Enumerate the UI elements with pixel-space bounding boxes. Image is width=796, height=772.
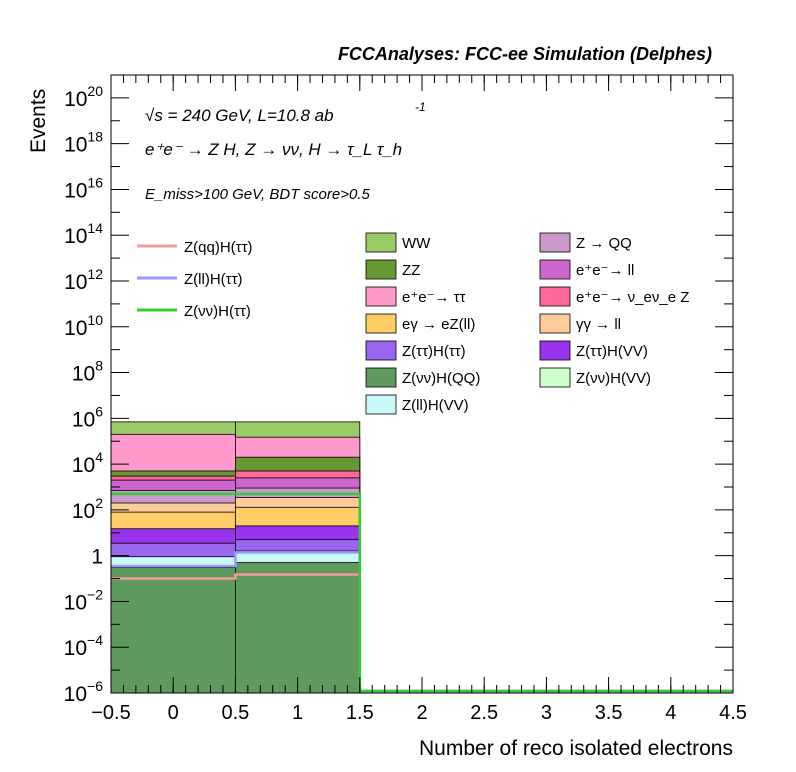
legend-label-e-e-e-e-z: e⁺e⁻→ ν_eν_e Z [576,289,689,306]
legend-label-e-e-ll: e⁺e⁻→ ll [576,262,634,279]
legend-swatch-z-h-vv [539,340,571,361]
bar-z-h-qq-bin-1 [234,562,361,694]
legend-label-ll: γγ → ll [576,316,621,333]
legend-swatch-e-e-e-e-z [539,286,571,307]
plot-area: −0.5 0 0.5 1 1.5 2 2.5 3 3.5 4 4.5 10−610−410−2110… [64,74,747,724]
bar-z-h-qq-bin-0 [110,567,236,694]
x-axis-label: Number of reco isolated electrons [419,737,733,760]
legend-signals: Z(qq)H(ττ) Z(ll)H(ττ) Z(νν)H(ττ) [137,239,253,320]
annotation-cuts: E_miss>100 GeV, BDT score>0.5 [145,186,370,203]
legend-label-e-ez-ll: eγ → eZ(ll) [402,316,475,333]
y-tick-label: 106 [72,403,103,431]
legend-label-e-e: e⁺e⁻→ ττ [402,289,466,306]
legend-label-z-ll-h-vv: Z(ll)H(VV) [402,397,469,414]
annotation-process: e⁺e⁻ → Z H, Z → νν, H → τ_L τ_h [145,140,402,159]
x-axis-ticks: −0.5 0 0.5 1 1.5 2 2.5 3 3.5 4 4.5 [91,75,747,724]
x-tick-label: 1.5 [346,702,374,724]
legend-swatch-zz [365,259,397,280]
y-tick-label: 1020 [64,83,103,111]
legend-label-ww: WW [402,235,431,252]
y-tick-label: 10−4 [64,632,104,660]
legend-swatch-z-h [365,340,397,361]
legend-swatch-z-h-qq [365,367,397,388]
stacked-bars [110,421,361,694]
x-tick-label: 2.5 [470,702,498,724]
y-tick-label: 1 [91,546,103,569]
y-tick-label: 108 [72,358,103,386]
legend-swatch-ll [539,313,571,334]
x-tick-label: 1 [292,702,303,724]
annotation-energy: √s = 240 GeV, L=10.8 ab -1 [145,100,426,125]
legend-swatch-e-e-ll [539,259,571,280]
legend-swatch-z-ll-h-vv [365,394,397,415]
legend-swatch-e-e [365,286,397,307]
y-tick-label: 1012 [64,266,103,294]
chart-title: FCCAnalyses: FCC-ee Simulation (Delphes) [338,44,712,64]
y-axis-ticks: 10−6 10−4 10−2 1 102 104 106 108 1010 1012 1014 101… [64,74,733,706]
legend-label-z-h: Z(ττ)H(ττ) [402,343,466,360]
y-tick-label: 10−2 [64,586,104,614]
x-tick-label: −0.5 [91,702,130,724]
legend-swatch-e-ez-ll [365,313,397,334]
y-tick-label: 1010 [64,312,103,340]
y-tick-label: 10−6 [64,678,104,706]
legend-swatch-ww [365,232,397,253]
legend-label-z-h: Z(νν)H(ττ) [184,303,251,320]
x-tick-label: 4.5 [719,702,747,724]
legend-swatch-z-h-vv [539,367,571,388]
legend-label-z-ll-h: Z(ll)H(ττ) [184,271,243,288]
x-tick-label: 2 [416,702,427,724]
x-tick-label: 3.5 [595,702,623,724]
legend-label-z-qq: Z → QQ [576,235,632,252]
legend-label-z-h-qq: Z(νν)H(QQ) [402,370,480,387]
legend-label-z-h-vv: Z(νν)H(VV) [576,370,651,387]
legend-label-z-qq-h: Z(qq)H(ττ) [184,239,253,256]
y-tick-label: 1016 [64,174,103,202]
legend-label-zz: ZZ [402,262,420,279]
x-tick-label: 0.5 [221,702,249,724]
annotation-line-1: √s = 240 GeV, L=10.8 ab [145,106,334,125]
y-tick-label: 1018 [64,129,103,157]
x-tick-label: 4 [665,702,676,724]
legend-backgrounds: WW Z → QQ ZZ e⁺e⁻→ ll e⁺e⁻→ ττ e⁺e⁻→ ν_eν_e Z… [365,232,689,415]
y-tick-label: 104 [72,449,103,477]
y-tick-label: 1014 [64,220,103,248]
x-tick-label: 3 [541,702,552,724]
x-tick-label: 0 [168,702,179,724]
annotation-line-1-sup: -1 [415,100,426,114]
legend-swatch-z-qq [539,232,571,253]
y-tick-label: 102 [72,495,103,523]
legend-label-z-h-vv: Z(ττ)H(VV) [576,343,648,360]
y-axis-label: Events [27,89,50,153]
